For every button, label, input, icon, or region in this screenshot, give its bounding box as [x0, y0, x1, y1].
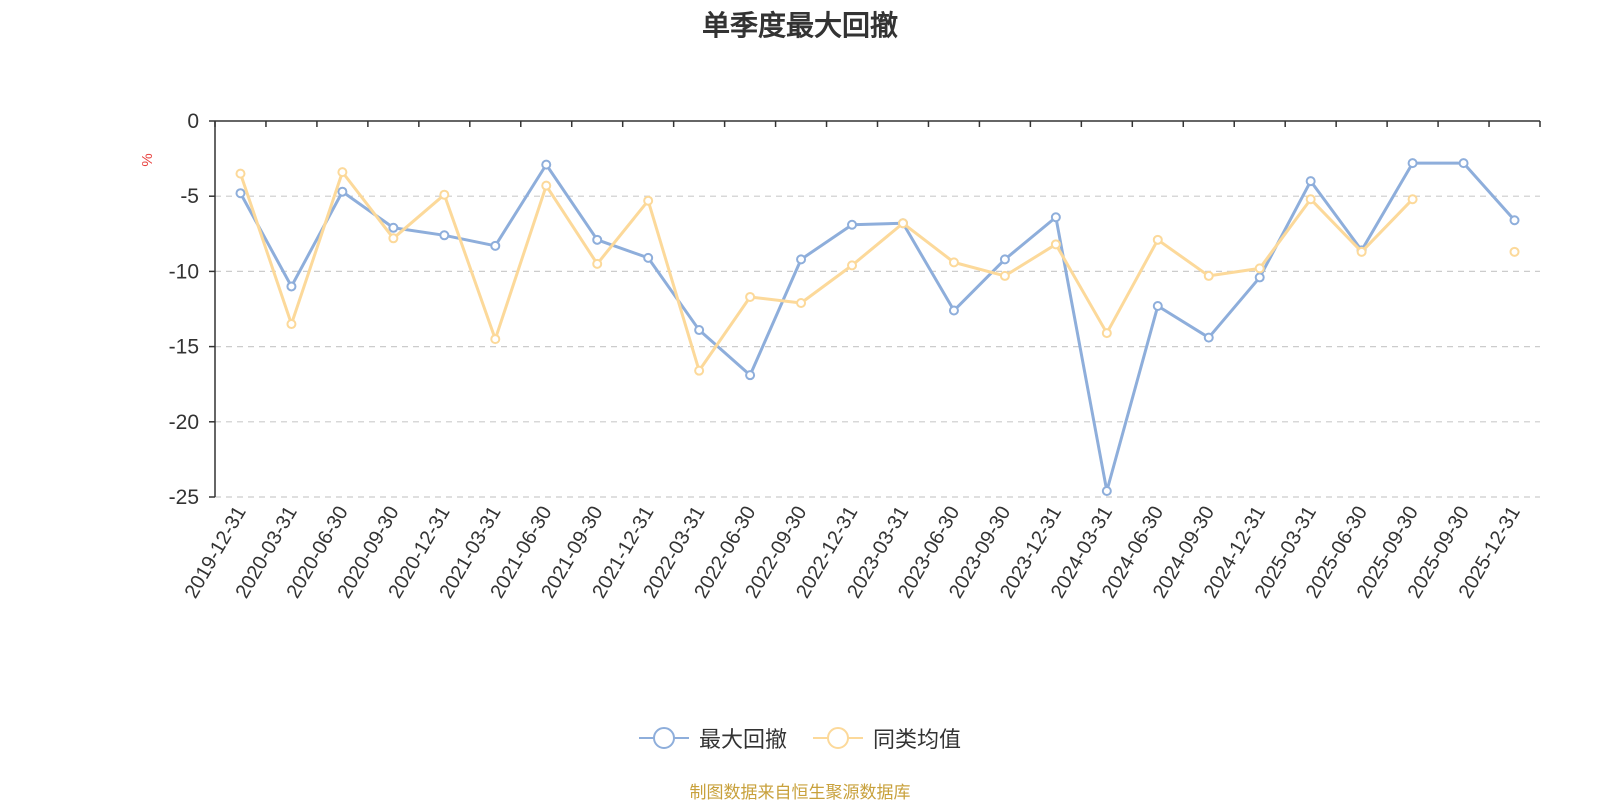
y-tick-labels: 0 -5 -10 -15 -20 -25: [169, 110, 199, 509]
data-point[interactable]: [337, 186, 348, 197]
data-point[interactable]: [388, 222, 399, 233]
legend-label: 同类均值: [873, 728, 962, 753]
legend-item-series-1[interactable]: 最大回撤: [638, 722, 787, 754]
data-point[interactable]: [1254, 272, 1265, 283]
y-tick-label: 0: [187, 110, 199, 133]
data-point[interactable]: [1509, 215, 1520, 226]
data-point[interactable]: [235, 188, 246, 199]
data-point[interactable]: [388, 233, 399, 244]
y-tick-label: -10: [169, 260, 199, 283]
data-point[interactable]: [592, 258, 603, 269]
legend: 最大回撤 同类均值: [0, 722, 1600, 754]
data-point[interactable]: [1152, 234, 1163, 245]
series-line: [239, 161, 1516, 493]
data-point[interactable]: [1407, 158, 1418, 169]
data-point[interactable]: [643, 252, 654, 263]
data-point[interactable]: [337, 167, 348, 178]
source-note: 制图数据来自恒生聚源数据库: [689, 783, 911, 803]
data-point[interactable]: [1101, 485, 1112, 496]
data-point[interactable]: [1509, 246, 1520, 257]
legend-line-circle-icon: [813, 727, 863, 749]
data-point[interactable]: [847, 260, 858, 271]
data-point[interactable]: [1254, 263, 1265, 274]
data-point[interactable]: [796, 254, 807, 265]
x-tick-labels: 2019-12-312020-03-312020-06-302020-09-30…: [181, 502, 1525, 602]
data-point[interactable]: [286, 319, 297, 330]
data-point[interactable]: [541, 180, 552, 191]
series-1: [235, 158, 1520, 496]
data-point[interactable]: [1101, 328, 1112, 339]
chart-title: 单季度最大回撤: [701, 9, 898, 42]
data-point[interactable]: [439, 189, 450, 200]
data-point[interactable]: [796, 297, 807, 308]
data-point[interactable]: [745, 370, 756, 381]
series-lines: [235, 158, 1520, 496]
data-point[interactable]: [1305, 194, 1316, 205]
series-line: [239, 170, 1414, 373]
data-point[interactable]: [1305, 176, 1316, 187]
data-point[interactable]: [235, 168, 246, 179]
data-point[interactable]: [897, 218, 908, 229]
y-tick-label: -15: [169, 336, 199, 359]
data-point[interactable]: [745, 291, 756, 302]
data-point[interactable]: [541, 159, 552, 170]
y-tick-label: -20: [169, 411, 199, 434]
data-point[interactable]: [490, 240, 501, 251]
data-point[interactable]: [1203, 270, 1214, 281]
y-tick-label: -5: [180, 185, 199, 208]
data-point[interactable]: [286, 281, 297, 292]
data-point[interactable]: [1356, 246, 1367, 257]
data-point[interactable]: [999, 270, 1010, 281]
data-point[interactable]: [592, 234, 603, 245]
legend-item-series-2[interactable]: 同类均值: [813, 722, 961, 754]
data-point[interactable]: [999, 254, 1010, 265]
data-point[interactable]: [439, 230, 450, 241]
data-point[interactable]: [948, 257, 959, 268]
y-axis-unit-label: %: [139, 153, 156, 166]
data-point[interactable]: [1050, 212, 1061, 223]
data-point[interactable]: [694, 325, 705, 336]
data-point[interactable]: [1152, 300, 1163, 311]
axes: [209, 120, 1541, 498]
data-point[interactable]: [1458, 158, 1469, 169]
data-point[interactable]: [490, 334, 501, 345]
legend-line-circle-icon: [638, 727, 689, 749]
data-point[interactable]: [847, 219, 858, 230]
data-point[interactable]: [694, 365, 705, 376]
data-point[interactable]: [948, 305, 959, 316]
data-point[interactable]: [1050, 239, 1061, 250]
data-point[interactable]: [1407, 194, 1418, 205]
data-point[interactable]: [1203, 332, 1214, 343]
y-tick-label: -25: [169, 486, 199, 509]
data-point[interactable]: [643, 195, 654, 206]
legend-label: 最大回撤: [698, 728, 787, 753]
series-2: [235, 167, 1520, 376]
grid-lines: [215, 195, 1540, 498]
